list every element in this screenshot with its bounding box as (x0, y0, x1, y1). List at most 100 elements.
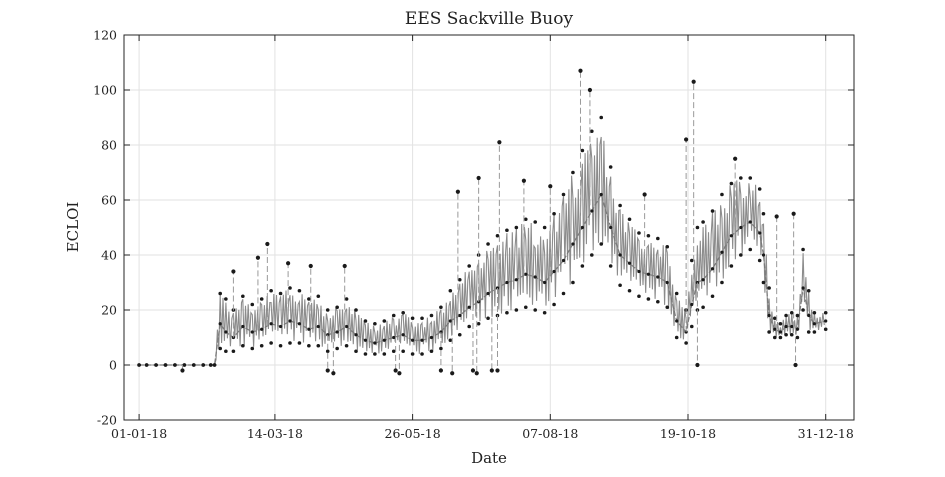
spike-point (438, 368, 443, 373)
data-point (801, 286, 805, 290)
axes-frame (123, 34, 855, 421)
spike-point (342, 263, 347, 269)
data-point (710, 267, 715, 271)
data-point (486, 291, 490, 296)
data-point-low (514, 308, 519, 312)
data-point-high (571, 170, 575, 175)
data-point-low (382, 352, 387, 356)
data-point-low (307, 343, 311, 348)
data-point-high (748, 176, 753, 180)
data-point-low (420, 352, 424, 356)
data-point-low (363, 352, 368, 356)
data-point-low (646, 297, 651, 301)
data-point-low (297, 341, 302, 345)
data-point (278, 324, 283, 329)
data-point-low (467, 324, 471, 329)
y-tick-label: 120 (93, 28, 117, 43)
data-point (192, 363, 196, 367)
data-point-low (701, 305, 705, 310)
data-point (778, 330, 783, 334)
data-point (580, 225, 584, 230)
data-point-high (695, 225, 700, 230)
data-point-high (674, 291, 679, 296)
data-point-high (429, 313, 434, 318)
data-point-high (689, 258, 694, 263)
data-point-low (533, 308, 538, 312)
data-point (761, 253, 766, 257)
data-point (748, 220, 752, 224)
data-point-high (316, 294, 321, 299)
data-point (154, 363, 158, 367)
data-point-high (542, 225, 547, 230)
data-point-high (439, 305, 443, 310)
data-point (767, 313, 771, 318)
data-point (260, 327, 264, 331)
data-point (382, 338, 386, 342)
x-axis-label: Date (471, 449, 507, 467)
data-point (637, 269, 641, 274)
data-point-high (665, 244, 670, 249)
data-point (543, 280, 547, 285)
spike-point (587, 87, 593, 93)
data-point-high (307, 297, 311, 301)
x-tick-label: 19-10-18 (660, 426, 716, 441)
spike-point (331, 371, 336, 376)
data-point (354, 333, 358, 337)
data-point (467, 305, 471, 309)
data-point-low (561, 291, 566, 296)
data-point-high (646, 233, 651, 238)
data-point-high (259, 297, 264, 301)
data-point-low (778, 335, 783, 340)
data-point-high (335, 305, 339, 310)
y-axis-label: ECLOI (64, 202, 82, 253)
data-point-low (812, 330, 817, 334)
data-point-low (354, 349, 358, 354)
data-point-high (533, 220, 538, 224)
x-tick-label: 26-05-18 (385, 426, 441, 441)
data-point-low (684, 341, 688, 345)
data-point-low (218, 346, 223, 351)
data-point (209, 363, 213, 367)
spike-point (286, 261, 291, 266)
data-point (373, 341, 377, 345)
data-point (411, 338, 415, 342)
data-point (524, 272, 528, 276)
data-point-high (823, 310, 828, 315)
data-point-high (618, 203, 622, 208)
x-tick-label: 01-01-18 (111, 426, 167, 441)
data-point-high (580, 148, 585, 153)
data-point-high (778, 321, 783, 326)
spike-point (791, 211, 796, 216)
data-point-low (401, 349, 405, 354)
y-tick-label: 100 (93, 83, 117, 98)
y-tick-label: 60 (101, 193, 117, 208)
data-point-low (486, 316, 490, 321)
data-point-high (325, 308, 330, 312)
spike-point (470, 368, 476, 373)
data-point-low (278, 343, 283, 348)
data-point (420, 338, 424, 342)
data-point-low (806, 330, 811, 334)
data-point (599, 192, 603, 197)
data-point (758, 231, 762, 235)
data-point-high (401, 310, 405, 315)
data-point-high (344, 297, 349, 301)
data-point-high (789, 310, 794, 315)
data-point-low (761, 280, 766, 285)
data-point (316, 324, 320, 329)
data-point-low (448, 338, 453, 343)
spike-point (325, 368, 330, 373)
data-point-low (795, 335, 800, 340)
data-point-high (278, 291, 283, 296)
data-point-high (590, 129, 594, 134)
x-tick-label: 14-03-18 (247, 426, 303, 441)
data-point-low (224, 349, 228, 354)
spike-point (455, 189, 460, 194)
spike-point (397, 371, 402, 376)
data-point-high (420, 316, 424, 321)
data-point (458, 313, 462, 318)
data-point-low (689, 324, 694, 329)
data-point (429, 335, 434, 340)
data-point-high (505, 228, 509, 233)
data-point (675, 319, 679, 323)
